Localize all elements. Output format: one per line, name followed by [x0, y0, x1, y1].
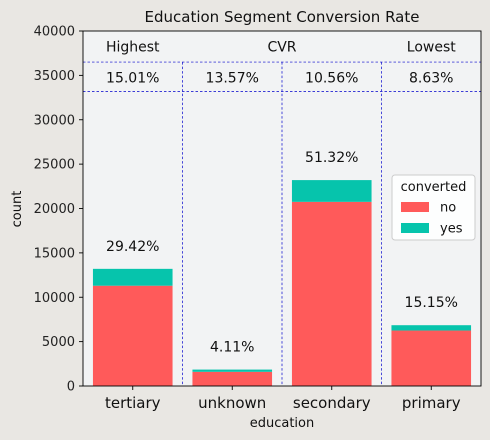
bar-primary-yes [391, 325, 472, 331]
y-tick-label-35000: 35000 [34, 69, 75, 84]
bar-unknown-no [192, 371, 273, 386]
legend-label-yes: yes [440, 222, 463, 237]
y-tick-label-30000: 30000 [34, 113, 75, 128]
chart-title: Education Segment Conversion Rate [145, 8, 420, 26]
bar-unknown-yes [192, 369, 273, 372]
bar-tertiary-yes [92, 268, 173, 286]
x-axis-label: education [250, 416, 315, 431]
y-tick-label-15000: 15000 [34, 246, 75, 261]
y-tick-label-20000: 20000 [34, 202, 75, 217]
bar-secondary-no [291, 201, 372, 386]
cvr-value-secondary: 10.56% [305, 71, 358, 87]
x-tick-label-tertiary: tertiary [105, 394, 161, 412]
bar-label-unknown: 4.11% [210, 340, 254, 356]
cvr-value-tertiary: 15.01% [106, 71, 159, 87]
bar-secondary-yes [291, 180, 372, 202]
cvr-value-primary: 8.63% [409, 71, 453, 87]
y-tick-label-25000: 25000 [34, 158, 75, 173]
cvr-value-unknown: 13.57% [206, 71, 259, 87]
y-axis-label: count [10, 191, 25, 228]
y-tick-label-40000: 40000 [34, 25, 75, 40]
bar-primary-no [391, 330, 472, 386]
cvr-table: Highest CVR Lowest 15.01% 13.57% 10.56% 8.63% [83, 40, 481, 386]
bar-label-secondary: 51.32% [305, 150, 358, 166]
bars: 29.42% 4.11% 51.32% 15.15% [92, 150, 472, 386]
bar-tertiary-no [92, 285, 173, 386]
header-cvr: CVR [267, 40, 296, 56]
x-tick-label-secondary: secondary [293, 394, 371, 412]
x-tick-label-primary: primary [402, 394, 461, 412]
header-highest: Highest [106, 40, 160, 56]
legend-title: converted [401, 180, 467, 195]
axes: 0 5000 10000 15000 20000 25000 30000 35000 40000… [34, 25, 482, 412]
bar-label-tertiary: 29.42% [106, 239, 159, 255]
bar-label-primary: 15.15% [405, 295, 458, 311]
y-tick-label-10000: 10000 [34, 291, 75, 306]
y-tick-label-0: 0 [67, 380, 75, 395]
header-lowest: Lowest [407, 40, 456, 56]
legend-swatch-yes [401, 223, 429, 233]
legend-label-no: no [440, 201, 456, 216]
legend-swatch-no [401, 202, 429, 212]
legend: converted no yes [391, 174, 476, 241]
x-tick-label-unknown: unknown [198, 394, 266, 412]
y-tick-label-5000: 5000 [42, 335, 75, 350]
